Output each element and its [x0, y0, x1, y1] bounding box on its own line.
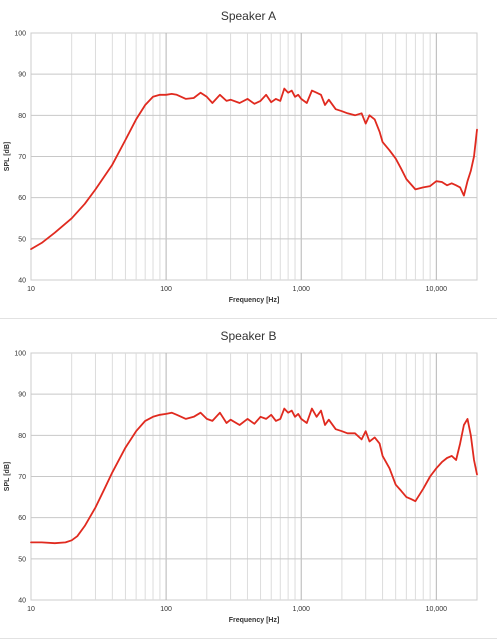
- y-tick-label: 60: [18, 515, 26, 522]
- y-tick-label: 100: [14, 351, 26, 358]
- x-tick-label: 10,000: [426, 606, 448, 613]
- y-tick-label: 90: [18, 392, 26, 399]
- x-tick-label: 10: [27, 606, 35, 613]
- chart-title: Speaker A: [220, 9, 277, 23]
- frequency-response-chart: 40 50 60 70 80 90 100 10 100 1,000 10,000 Frequency…: [4, 351, 478, 624]
- y-tick-label: 90: [18, 72, 26, 79]
- y-axis-title: SPL [dB]: [4, 142, 11, 171]
- spl-series-line: [30, 407, 478, 545]
- y-tick-label: 70: [18, 154, 26, 161]
- y-tick-label: 70: [18, 474, 26, 481]
- y-tick-label: 50: [18, 556, 26, 563]
- y-tick-label: 80: [18, 433, 26, 440]
- chart-panel-speaker-b: Speaker B 40 50 60 70 80 90 100 10 100 1,000 10,00…: [0, 320, 497, 639]
- x-tick-label: 100: [160, 286, 172, 293]
- x-tick-label: 1,000: [292, 606, 310, 613]
- x-tick-label: 1,000: [292, 286, 310, 293]
- x-tick-label: 10: [27, 286, 35, 293]
- frequency-response-chart: 40 50 60 70 80 90 100 10 100 1,000 10,000 Frequency…: [4, 31, 478, 304]
- y-tick-label: 80: [18, 113, 26, 120]
- spl-series-line: [30, 87, 478, 251]
- x-axis-title: Frequency [Hz]: [229, 297, 280, 304]
- chart-title: Speaker B: [220, 329, 277, 343]
- chart-panel-speaker-a: Speaker A 40 50 60 70 80 90 100 10 100 1,000 10,00…: [0, 0, 497, 319]
- y-tick-label: 100: [14, 31, 26, 38]
- y-tick-label: 50: [18, 236, 26, 243]
- y-tick-label: 40: [18, 598, 26, 605]
- y-tick-label: 60: [18, 195, 26, 202]
- x-tick-label: 10,000: [426, 286, 448, 293]
- x-tick-label: 100: [160, 606, 172, 613]
- y-axis-title: SPL [dB]: [4, 462, 11, 491]
- x-axis-title: Frequency [Hz]: [229, 617, 280, 624]
- y-tick-label: 40: [18, 278, 26, 285]
